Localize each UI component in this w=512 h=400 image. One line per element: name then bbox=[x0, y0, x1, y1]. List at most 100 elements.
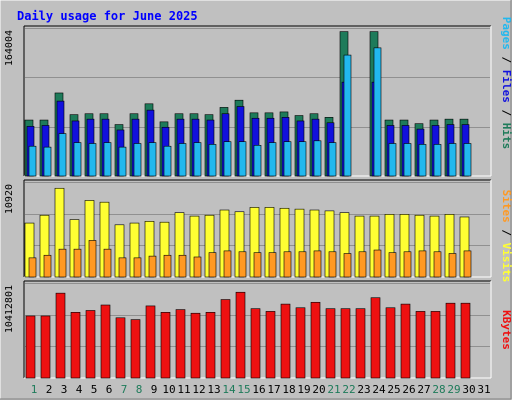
hits_files_pages-bar-pages-day-17 bbox=[268, 142, 277, 177]
kbytes-bar-kbytes-day-2 bbox=[40, 315, 51, 379]
hits_files_pages-bar-pages-day-13 bbox=[208, 144, 217, 177]
hits_files_pages-bar-pages-day-2 bbox=[43, 146, 52, 177]
hits_files_pages-bar-pages-day-5 bbox=[88, 143, 97, 177]
visits_sites-bar-sites-day-13 bbox=[208, 252, 217, 278]
day-label-11: 11 bbox=[177, 383, 190, 396]
visits_sites-bar-sites-day-16 bbox=[253, 252, 262, 278]
day-label-8: 8 bbox=[136, 383, 143, 396]
day-label-21: 21 bbox=[327, 383, 340, 396]
day-label-31: 31 bbox=[477, 383, 490, 396]
visits_sites-bar-sites-day-24 bbox=[373, 249, 382, 278]
visits_sites-bar-sites-day-21 bbox=[328, 251, 337, 278]
visits-sites-panel: 10920 Sites / Visits bbox=[4, 179, 512, 283]
day-label-20: 20 bbox=[312, 383, 325, 396]
day-label-14: 14 bbox=[222, 383, 236, 396]
kbytes-axis-label: KBytes bbox=[500, 310, 512, 350]
kbytes-bar-kbytes-day-29 bbox=[445, 302, 456, 379]
day-label-28: 28 bbox=[432, 383, 445, 396]
visits_sites-bar-sites-day-14 bbox=[223, 250, 232, 278]
hits_files_pages-bar-pages-day-19 bbox=[298, 141, 307, 177]
day-label-24: 24 bbox=[372, 383, 386, 396]
hits_files_pages-bar-pages-day-20 bbox=[313, 140, 322, 177]
visits_sites-axis-label-sites: Sites bbox=[500, 190, 512, 223]
kbytes-bar-kbytes-day-15 bbox=[235, 291, 246, 379]
hits_files_pages-bar-pages-day-6 bbox=[103, 142, 112, 177]
hits_files_pages-axis-label-separator: / bbox=[500, 103, 512, 123]
kbytes-bar-kbytes-day-16 bbox=[250, 308, 261, 379]
day-label-3: 3 bbox=[61, 383, 68, 396]
visits_sites-bar-sites-day-20 bbox=[313, 250, 322, 278]
hits_files_pages-bar-pages-day-1 bbox=[28, 145, 37, 177]
kbytes-bar-kbytes-day-24 bbox=[370, 297, 381, 379]
kbytes-bar-kbytes-day-21 bbox=[325, 308, 336, 379]
day-label-15: 15 bbox=[237, 383, 250, 396]
hits_files_pages-axis-label-files: Files bbox=[500, 70, 512, 103]
visits_sites-bar-sites-day-7 bbox=[118, 257, 127, 278]
kbytes-bar-kbytes-day-28 bbox=[430, 311, 441, 379]
kbytes-bar-kbytes-day-1 bbox=[25, 315, 36, 379]
visits_sites-bar-sites-day-19 bbox=[298, 251, 307, 278]
kbytes-bar-kbytes-day-9 bbox=[145, 305, 156, 379]
hits_files_pages-bar-pages-day-11 bbox=[178, 143, 187, 177]
visits_sites-bar-sites-day-25 bbox=[388, 252, 397, 278]
kbytes-bar-kbytes-day-22 bbox=[340, 308, 351, 379]
visits_sites-axis-label: Sites / Visits bbox=[500, 190, 512, 283]
day-label-6: 6 bbox=[106, 383, 113, 396]
kbytes-bar-kbytes-day-12 bbox=[190, 312, 201, 379]
chart-title: Daily usage for June 2025 bbox=[17, 9, 198, 23]
kbytes-bar-kbytes-day-18 bbox=[280, 303, 291, 379]
day-label-16: 16 bbox=[252, 383, 265, 396]
day-label-5: 5 bbox=[91, 383, 98, 396]
visits_sites-bar-sites-day-15 bbox=[238, 251, 247, 278]
hits_files_pages-bar-pages-day-4 bbox=[73, 142, 82, 177]
visits_sites-bar-sites-day-10 bbox=[163, 254, 172, 278]
visits_sites-axis-label-separator: / bbox=[500, 223, 512, 243]
visits_sites-bar-sites-day-5 bbox=[88, 240, 97, 278]
visits_sites-bar-sites-day-30 bbox=[463, 250, 472, 278]
hits_files_pages-bar-pages-day-22 bbox=[343, 54, 352, 177]
day-label-30: 30 bbox=[462, 383, 475, 396]
visits_sites-bar-sites-day-1 bbox=[28, 257, 37, 278]
hits_files_pages-bar-pages-day-30 bbox=[463, 143, 472, 177]
hits_files_pages-bar-pages-day-7 bbox=[118, 146, 127, 177]
kbytes-bar-kbytes-day-8 bbox=[130, 319, 141, 379]
kbytes-bar-kbytes-day-7 bbox=[115, 317, 126, 379]
hits_files_pages-bar-pages-day-18 bbox=[283, 141, 292, 177]
hits_files_pages-bar-pages-day-10 bbox=[163, 145, 172, 177]
visits_sites-bar-sites-day-8 bbox=[133, 257, 142, 278]
day-label-9: 9 bbox=[151, 383, 158, 396]
visits_sites-axis-label-visits: Visits bbox=[500, 243, 512, 283]
hits_files_pages-bar-pages-day-25 bbox=[388, 143, 397, 177]
hits_files_pages-bar-pages-day-16 bbox=[253, 145, 262, 177]
hits_files_pages-bar-pages-day-28 bbox=[433, 144, 442, 177]
hits_files_pages-axis-label-pages: Pages bbox=[500, 17, 512, 50]
kbytes-bar-kbytes-day-13 bbox=[205, 312, 216, 379]
day-label-19: 19 bbox=[297, 383, 310, 396]
visits_sites-tick-label: 10920 bbox=[4, 184, 15, 214]
visits_sites-bar-sites-day-23 bbox=[358, 251, 367, 278]
hits_files_pages-bar-pages-day-27 bbox=[418, 144, 427, 177]
day-label-1: 1 bbox=[31, 383, 38, 396]
visits_sites-bar-sites-day-22 bbox=[343, 253, 352, 278]
visits_sites-bar-sites-day-28 bbox=[433, 251, 442, 278]
kbytes-bar-kbytes-day-3 bbox=[55, 292, 66, 379]
visits_sites-bar-sites-day-17 bbox=[268, 252, 277, 278]
day-label-27: 27 bbox=[417, 383, 430, 396]
kbytes-bar-kbytes-day-30 bbox=[460, 302, 471, 379]
day-label-10: 10 bbox=[162, 383, 175, 396]
kbytes-bar-kbytes-day-26 bbox=[400, 303, 411, 379]
visits_sites-bar-sites-day-27 bbox=[418, 250, 427, 278]
kbytes-axis-label-kbytes: KBytes bbox=[500, 310, 512, 350]
kbytes-bar-kbytes-day-20 bbox=[310, 301, 321, 379]
day-label-12: 12 bbox=[192, 383, 205, 396]
hits_files_pages-bar-pages-day-21 bbox=[328, 142, 337, 177]
day-label-29: 29 bbox=[447, 383, 460, 396]
x-axis-day-labels: 1 2 3 4 5 6 7 8 9 10 11 12 13 14 15 16 17 18 19 20 21 22 23 24 2… bbox=[31, 383, 491, 396]
hits_files_pages-axis-label: Pages / Files / Hits bbox=[500, 17, 512, 150]
day-label-18: 18 bbox=[282, 383, 295, 396]
kbytes-bar-kbytes-day-6 bbox=[100, 304, 111, 379]
day-label-2: 2 bbox=[46, 383, 53, 396]
visits_sites-bar-sites-day-29 bbox=[448, 253, 457, 278]
hits_files_pages-bar-pages-day-24 bbox=[373, 47, 382, 177]
hits_files_pages-bar-pages-day-14 bbox=[223, 141, 232, 177]
